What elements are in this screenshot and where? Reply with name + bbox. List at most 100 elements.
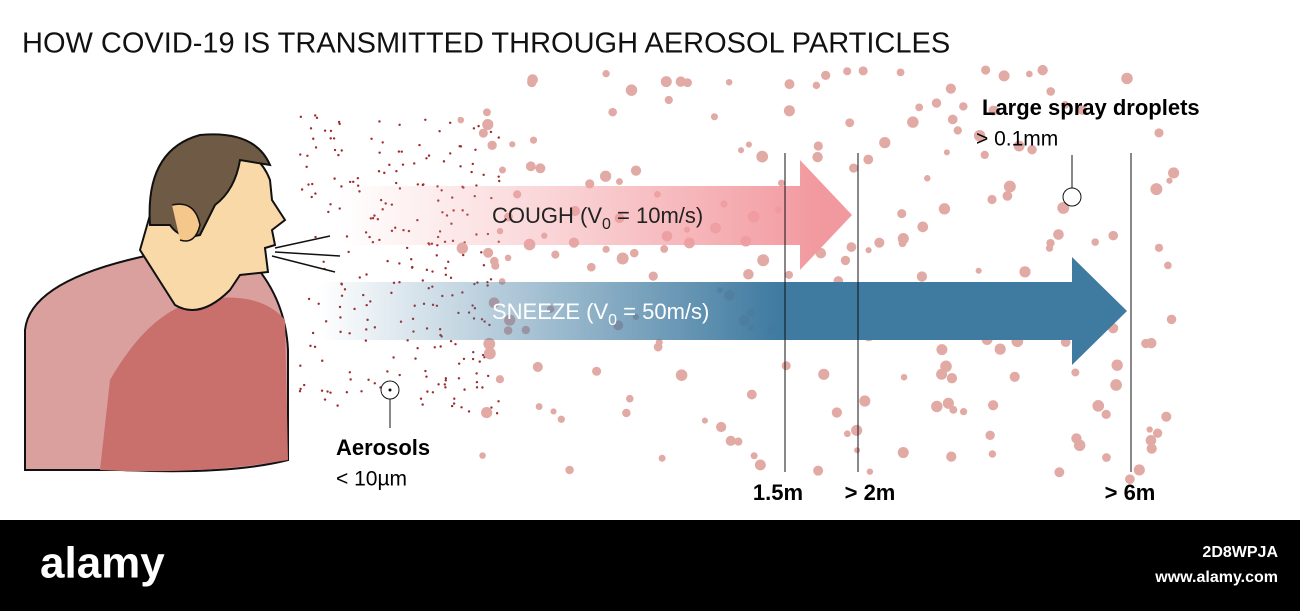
particle xyxy=(701,417,708,424)
particle xyxy=(525,161,536,172)
particle xyxy=(392,356,395,359)
particle xyxy=(299,153,302,156)
callout-circle xyxy=(1062,187,1082,207)
particle xyxy=(439,345,442,348)
particle xyxy=(675,369,688,381)
particle xyxy=(311,331,315,335)
particle xyxy=(738,147,745,154)
particle xyxy=(413,162,416,165)
particle xyxy=(489,256,499,266)
particle xyxy=(630,165,642,176)
particle xyxy=(398,262,401,265)
particle xyxy=(592,366,602,376)
particle xyxy=(757,254,770,267)
particle xyxy=(845,118,855,128)
particle xyxy=(953,126,962,135)
particle xyxy=(438,129,441,133)
particle xyxy=(1009,371,1020,382)
particle xyxy=(1071,368,1080,377)
particle xyxy=(449,339,453,343)
particle xyxy=(608,107,617,117)
particle xyxy=(1108,230,1119,241)
particle xyxy=(326,390,329,393)
particle xyxy=(306,154,309,157)
particle xyxy=(317,302,320,306)
particle xyxy=(322,260,325,263)
particle xyxy=(425,157,428,160)
particle xyxy=(481,406,493,419)
particle xyxy=(843,430,851,438)
particle xyxy=(1146,337,1157,349)
particle xyxy=(307,183,310,186)
particle xyxy=(457,116,465,124)
particle xyxy=(550,408,557,415)
particle xyxy=(988,450,997,458)
particle xyxy=(1054,467,1065,478)
particle xyxy=(444,379,447,382)
particle xyxy=(682,78,692,88)
particle xyxy=(310,195,313,199)
particle xyxy=(314,114,317,117)
particle xyxy=(302,383,306,387)
particle xyxy=(337,153,340,157)
particle xyxy=(859,395,871,407)
particle xyxy=(378,151,381,154)
particle xyxy=(327,210,330,214)
particle xyxy=(959,102,968,111)
particle xyxy=(1061,100,1069,109)
particle xyxy=(1164,261,1172,270)
particle xyxy=(471,357,475,361)
footer-url: www.alamy.com xyxy=(1154,569,1278,586)
particle xyxy=(527,77,537,88)
particle xyxy=(483,347,496,360)
droplets-size: > 0.1mm xyxy=(976,128,1058,151)
particle xyxy=(397,150,401,153)
particle xyxy=(395,169,398,173)
particle xyxy=(1133,464,1145,476)
particle xyxy=(1002,191,1013,201)
sneeze-label: SNEEZE (V0 = 50m/s) xyxy=(492,299,709,329)
particle xyxy=(499,166,507,174)
particle xyxy=(398,123,401,127)
particle xyxy=(383,171,386,175)
particle xyxy=(329,203,332,206)
particle xyxy=(367,378,370,381)
particle xyxy=(497,175,500,178)
particle xyxy=(467,410,471,413)
particle xyxy=(1101,409,1111,420)
particle xyxy=(462,357,466,361)
particle xyxy=(474,148,477,151)
particle xyxy=(444,267,447,270)
particle xyxy=(435,254,438,257)
particle xyxy=(340,149,343,152)
particle xyxy=(314,146,318,149)
particle xyxy=(452,402,456,405)
particle xyxy=(988,105,999,116)
particle xyxy=(625,84,638,96)
particle xyxy=(874,237,885,248)
particle xyxy=(370,137,373,140)
particle xyxy=(784,270,793,279)
particle xyxy=(453,397,456,400)
particle xyxy=(602,245,610,253)
particle xyxy=(1161,411,1172,422)
particle xyxy=(1168,167,1180,179)
particle xyxy=(985,430,995,441)
particle xyxy=(931,400,943,413)
particle xyxy=(482,264,486,267)
particle xyxy=(916,271,928,282)
particle xyxy=(483,247,494,258)
particle xyxy=(448,121,452,125)
particle xyxy=(490,406,493,409)
particle xyxy=(482,119,494,131)
particle xyxy=(746,389,757,400)
particle xyxy=(444,386,447,389)
particle xyxy=(360,390,363,393)
particle xyxy=(497,136,500,139)
particle xyxy=(812,151,823,163)
particle xyxy=(946,373,958,384)
distance-label: > 2m xyxy=(845,480,896,505)
particle xyxy=(936,368,948,380)
particle xyxy=(777,179,785,187)
particle xyxy=(931,98,942,108)
